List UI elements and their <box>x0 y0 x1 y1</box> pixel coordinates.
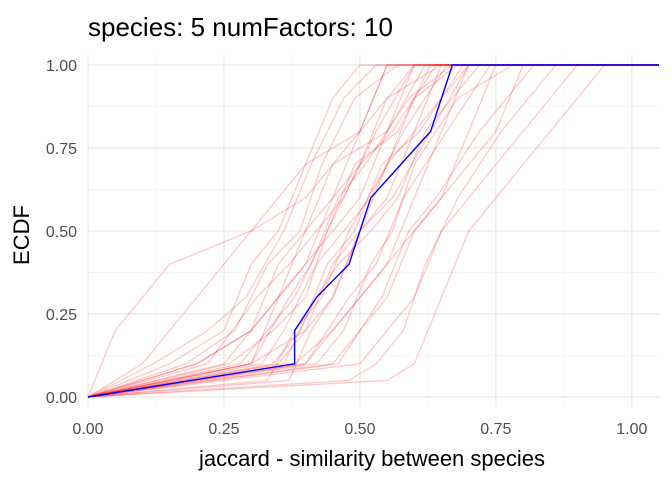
ecdf-line-10 <box>87 64 659 398</box>
ecdf-line-22 <box>87 64 659 398</box>
grid-layer <box>87 55 659 407</box>
ecdf-line-24 <box>87 64 659 398</box>
axis-layer: 0.00 0.25 0.50 0.75 1.00 0.00 0.25 0.50 0.75 1.00 <box>46 58 648 438</box>
ecdf-line-28 <box>87 64 659 398</box>
y-axis-label: ECDF <box>9 205 34 265</box>
ecdf-line-26 <box>87 64 659 398</box>
x-tick-label: 0.00 <box>72 421 103 438</box>
chart-title: species: 5 numFactors: 10 <box>88 12 393 42</box>
ecdf-line-16 <box>87 64 659 398</box>
y-tick-label: 1.00 <box>46 58 77 75</box>
ecdf-line-14 <box>87 64 659 398</box>
ecdf-line-3 <box>87 64 659 398</box>
y-tick-label: 0.00 <box>46 390 77 407</box>
ecdf-highlight-line <box>87 64 659 398</box>
x-tick-label: 1.00 <box>616 421 647 438</box>
ecdf-line-12 <box>87 64 659 398</box>
y-tick-label: 0.25 <box>46 307 77 324</box>
y-tick-label: 0.50 <box>46 224 77 241</box>
ecdf-line-8 <box>87 64 659 398</box>
ecdf-line-21 <box>87 64 659 398</box>
ecdf-line-18 <box>87 64 659 398</box>
ecdf-line-5 <box>87 64 659 398</box>
x-tick-label: 0.75 <box>480 421 511 438</box>
ecdf-line-27 <box>87 64 659 398</box>
line-layer <box>87 64 659 398</box>
x-tick-label: 0.50 <box>344 421 375 438</box>
ecdf-line-20 <box>87 64 659 398</box>
y-tick-label: 0.75 <box>46 141 77 158</box>
ecdf-line-15 <box>87 64 659 398</box>
ecdf-line-4 <box>87 64 659 398</box>
x-axis-label: jaccard - similarity between species <box>198 446 545 471</box>
ecdf-line-29 <box>87 64 659 398</box>
ecdf-line-1 <box>87 64 659 398</box>
ecdf-line-2 <box>87 64 659 398</box>
ecdf-line-19 <box>87 64 659 398</box>
x-tick-label: 0.25 <box>208 421 239 438</box>
ecdf-line-25 <box>87 64 659 398</box>
ecdf-line-13 <box>87 64 659 398</box>
ecdf-line-9 <box>87 64 659 398</box>
ecdf-line-11 <box>87 64 659 398</box>
